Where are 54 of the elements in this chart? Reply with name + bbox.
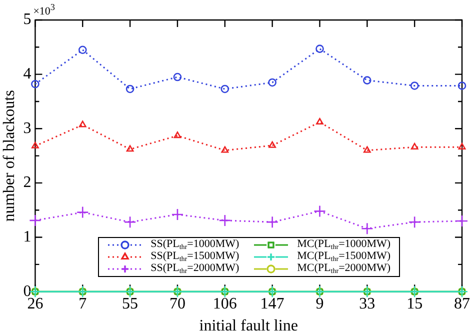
point bbox=[361, 222, 374, 235]
x-tick-label: 87 bbox=[454, 295, 470, 312]
point bbox=[174, 132, 182, 138]
point bbox=[456, 214, 468, 228]
x-tick-label: 147 bbox=[260, 295, 284, 312]
point bbox=[316, 118, 324, 125]
point bbox=[410, 82, 419, 90]
point bbox=[173, 72, 182, 82]
y-tick-label: 1 bbox=[23, 228, 32, 246]
point bbox=[218, 214, 232, 227]
legend-label: SS(PL$_{thr}$=2000MW) bbox=[150, 262, 240, 276]
point bbox=[221, 146, 229, 153]
x-tick-label: 33 bbox=[359, 295, 376, 312]
x-tick-label: 7 bbox=[78, 295, 87, 312]
point bbox=[29, 214, 42, 227]
x-tick-label: 9 bbox=[316, 295, 324, 312]
x-tick-label: 15 bbox=[406, 295, 423, 312]
point bbox=[316, 44, 324, 53]
point bbox=[78, 120, 86, 128]
point bbox=[76, 206, 89, 218]
x-tick-label: 26 bbox=[27, 295, 44, 312]
point bbox=[268, 78, 276, 87]
y-tick-label: 5 bbox=[23, 11, 32, 28]
y-tick-label: 2 bbox=[23, 174, 32, 192]
x-tick-label: 55 bbox=[122, 295, 138, 312]
x-tick-label: 70 bbox=[169, 295, 186, 312]
point bbox=[363, 76, 372, 84]
point bbox=[171, 208, 184, 221]
legend-label: MC(PL$_{thr}$=2000MW) bbox=[297, 262, 391, 276]
y-axis-title: number of blackouts bbox=[0, 90, 18, 222]
point bbox=[458, 82, 466, 90]
legend-label: MC(PL$_{thr}$=1500MW) bbox=[297, 250, 391, 264]
point bbox=[410, 142, 418, 150]
point bbox=[363, 146, 371, 153]
point bbox=[220, 84, 230, 94]
point bbox=[31, 80, 40, 88]
point bbox=[124, 216, 136, 228]
point bbox=[266, 216, 278, 228]
legend-label: SS(PL$_{thr}$=1500MW) bbox=[150, 250, 240, 264]
point bbox=[32, 142, 39, 148]
legend-label: SS(PL$_{thr}$=1000MW) bbox=[150, 238, 240, 252]
legend-label: MC(PL$_{thr}$=1000MW) bbox=[297, 238, 391, 252]
point bbox=[458, 142, 466, 150]
point bbox=[78, 46, 87, 54]
x-tick-label: 106 bbox=[212, 295, 237, 312]
point bbox=[126, 84, 134, 94]
x-axis-title: initial fault line bbox=[199, 318, 298, 335]
point bbox=[126, 145, 134, 152]
y-tick-label: 4 bbox=[23, 66, 32, 83]
point bbox=[268, 141, 276, 148]
point bbox=[408, 216, 421, 228]
text: ×10$^{3}$ bbox=[33, 2, 55, 18]
y-tick-label: 3 bbox=[23, 120, 32, 137]
point bbox=[314, 205, 326, 218]
